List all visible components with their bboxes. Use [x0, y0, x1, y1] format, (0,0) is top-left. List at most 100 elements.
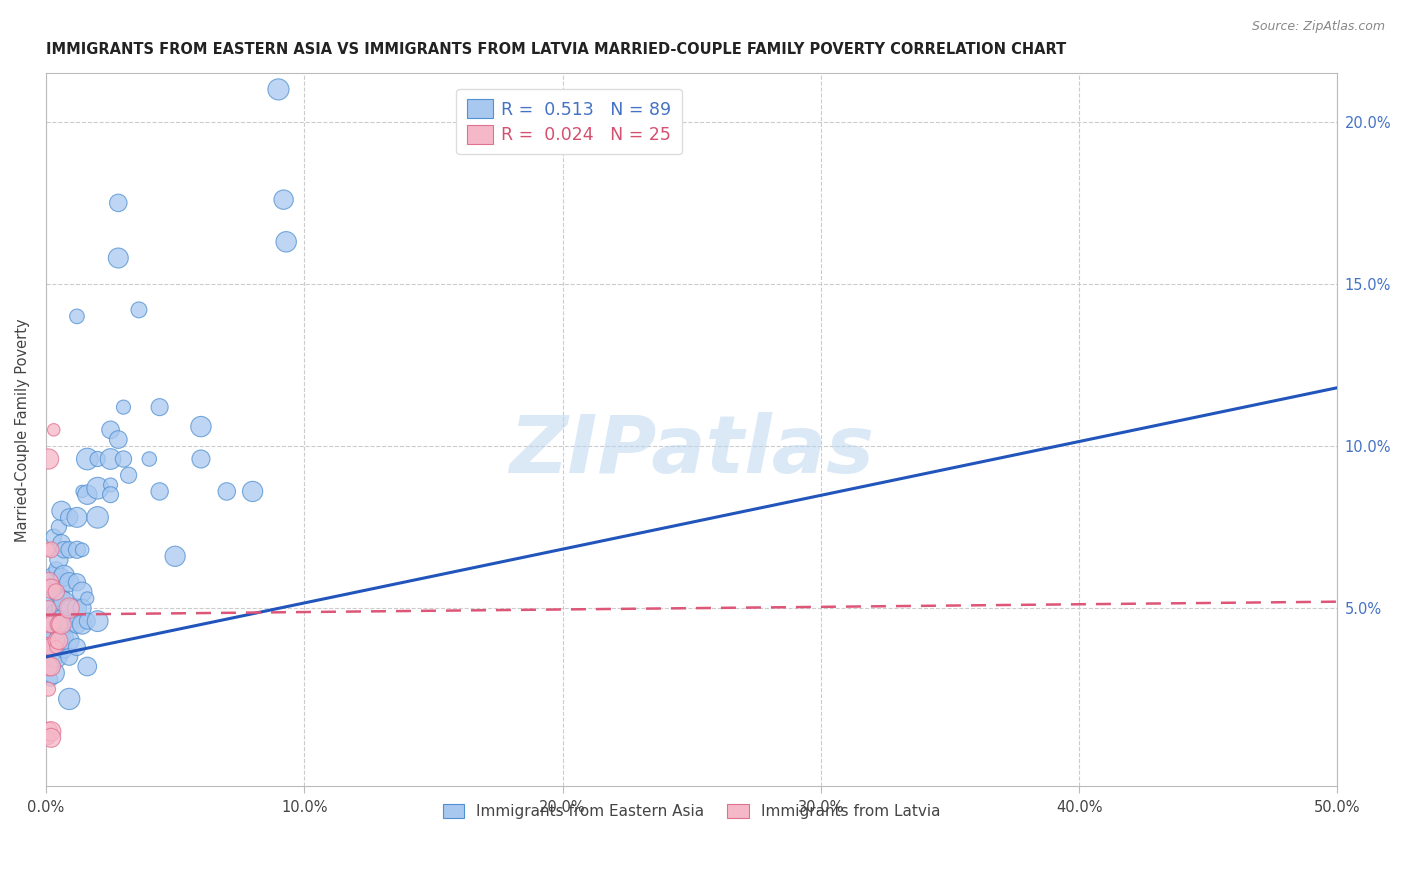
Point	[86, 481, 108, 495]
Point	[42, 627, 65, 641]
Point	[66, 542, 89, 557]
Point	[100, 452, 122, 467]
Point	[117, 468, 139, 483]
Point	[45, 649, 67, 664]
Point	[53, 643, 76, 657]
Point	[38, 682, 60, 697]
Point	[45, 607, 67, 622]
Point	[128, 302, 150, 317]
Text: IMMIGRANTS FROM EASTERN ASIA VS IMMIGRANTS FROM LATVIA MARRIED-COUPLE FAMILY POV: IMMIGRANTS FROM EASTERN ASIA VS IMMIGRAN…	[46, 42, 1066, 57]
Point	[48, 633, 70, 648]
Point	[45, 585, 67, 599]
Point	[42, 423, 65, 437]
Point	[58, 633, 80, 648]
Point	[51, 568, 73, 582]
Point	[86, 452, 108, 467]
Point	[107, 251, 129, 265]
Point	[107, 195, 129, 210]
Point	[66, 575, 89, 590]
Point	[58, 692, 80, 706]
Point	[112, 452, 135, 467]
Point	[70, 542, 93, 557]
Point	[39, 542, 62, 557]
Point	[42, 665, 65, 680]
Point	[190, 452, 212, 467]
Point	[38, 640, 60, 654]
Point	[273, 193, 295, 207]
Point	[242, 484, 264, 499]
Point	[39, 542, 62, 557]
Point	[215, 484, 238, 499]
Point	[42, 568, 65, 582]
Point	[39, 659, 62, 673]
Point	[76, 614, 98, 628]
Point	[48, 520, 70, 534]
Point	[86, 614, 108, 628]
Point	[39, 724, 62, 739]
Point	[100, 478, 122, 492]
Point	[39, 647, 62, 661]
Point	[39, 640, 62, 654]
Point	[38, 731, 60, 745]
Text: ZIPatlas: ZIPatlas	[509, 412, 875, 491]
Point	[51, 611, 73, 625]
Point	[112, 400, 135, 414]
Point	[51, 631, 73, 645]
Point	[70, 601, 93, 615]
Point	[45, 640, 67, 654]
Point	[51, 591, 73, 606]
Point	[70, 484, 93, 499]
Point	[66, 510, 89, 524]
Point	[100, 423, 122, 437]
Point	[39, 621, 62, 635]
Point	[58, 649, 80, 664]
Point	[76, 659, 98, 673]
Point	[38, 724, 60, 739]
Point	[39, 673, 62, 687]
Point	[42, 530, 65, 544]
Point	[39, 731, 62, 745]
Point	[165, 549, 187, 564]
Point	[58, 542, 80, 557]
Point	[42, 653, 65, 667]
Point	[276, 235, 298, 249]
Point	[48, 552, 70, 566]
Point	[39, 659, 62, 673]
Point	[58, 510, 80, 524]
Point	[45, 624, 67, 638]
Point	[48, 617, 70, 632]
Point	[149, 484, 172, 499]
Point	[70, 585, 93, 599]
Point	[51, 536, 73, 550]
Point	[53, 614, 76, 628]
Point	[66, 601, 89, 615]
Point	[53, 542, 76, 557]
Point	[38, 601, 60, 615]
Y-axis label: Married-Couple Family Poverty: Married-Couple Family Poverty	[15, 318, 30, 541]
Point	[42, 595, 65, 609]
Point	[51, 504, 73, 518]
Point	[107, 433, 129, 447]
Point	[48, 617, 70, 632]
Point	[138, 452, 160, 467]
Point	[53, 631, 76, 645]
Point	[38, 659, 60, 673]
Point	[45, 633, 67, 648]
Point	[100, 488, 122, 502]
Point	[38, 575, 60, 590]
Point	[58, 601, 80, 615]
Point	[76, 488, 98, 502]
Point	[38, 617, 60, 632]
Legend: Immigrants from Eastern Asia, Immigrants from Latvia: Immigrants from Eastern Asia, Immigrants…	[437, 797, 946, 825]
Point	[58, 575, 80, 590]
Point	[86, 510, 108, 524]
Point	[267, 82, 290, 96]
Point	[70, 617, 93, 632]
Point	[42, 614, 65, 628]
Point	[42, 640, 65, 654]
Point	[58, 601, 80, 615]
Point	[48, 582, 70, 596]
Point	[39, 575, 62, 590]
Point	[53, 568, 76, 582]
Point	[45, 562, 67, 576]
